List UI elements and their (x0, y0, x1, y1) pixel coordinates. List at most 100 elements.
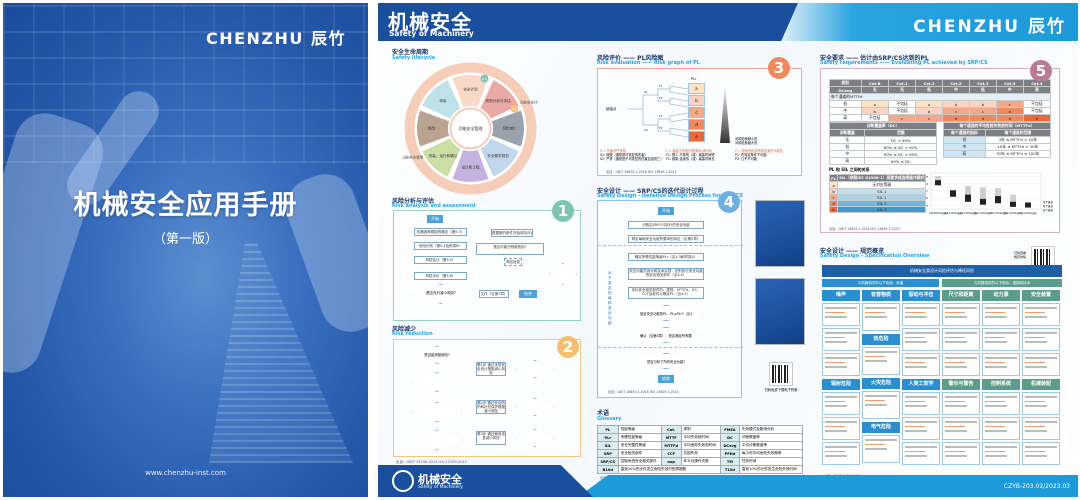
pl-bar (965, 185, 971, 202)
table-row: 低 a 不包括 a b b c 不包括 (829, 100, 1052, 108)
mttf-table: 每个通道的平均危险失效前时间（MTTFd） 每个通道的指标 每个通道的范围低 3年 ≤… (943, 122, 1052, 158)
decision-node (412, 346, 462, 364)
inside-spread: 机械安全 Safety of Machinery CHENZHU 辰竹 安全生命… (378, 3, 1078, 497)
decision-node (412, 402, 462, 422)
spec-category-header: 噪声 (822, 290, 860, 301)
glossary-row: SIL 安全完整性等级 MTTFd 平均危险失效前时间 DCavg 平均诊断覆盖率 (597, 441, 804, 450)
table-cell: d (968, 114, 997, 122)
iterative-subtitle: Safety Design - Iterative Design Process… (597, 193, 743, 199)
cover-page: CHENZHU 辰竹 机械安全应用手册 （第一版） www.chenzhu-in… (3, 3, 368, 497)
section-badge: 2 (557, 336, 579, 358)
glossary-definition: 安全完整性等级 (617, 441, 662, 450)
flow-note: 是否可能识别新危险? (476, 243, 544, 255)
spec-standard-card (942, 353, 980, 376)
x-tick-label: Cat.2 DCavg低 (959, 211, 977, 215)
table-cell: 低 (968, 86, 997, 94)
table-cell: 中 (829, 107, 862, 115)
graph-branch (669, 118, 689, 123)
glossary-term: PLr (597, 433, 619, 442)
glossary-term: CCF (660, 449, 682, 458)
spec-standard-card (982, 442, 1020, 465)
lifecycle-segment-label: 停用 (439, 98, 447, 103)
spec-standard-card (982, 392, 1020, 415)
legend-entry: 每个通道的MTTFd=低 (1043, 200, 1053, 204)
flow-note: 根据新的条件开始风险评价 (491, 229, 533, 237)
spec-standard-card (982, 417, 1020, 440)
spec-category-header: 人类工效学 (902, 379, 940, 390)
glossary-definition: 共因失效 (680, 449, 721, 458)
lifecycle-title: 安全生命周期 (392, 49, 429, 56)
legend-line: P2: 几乎不可能 (735, 157, 757, 161)
table-cell: 类别 (829, 79, 862, 87)
decision-label: 是否能消除危险? (424, 353, 450, 357)
lifecycle-segment-label: 风险分析与评估 (485, 98, 511, 103)
legend-line: S2: 严重（通常是不可恢复的伤害包括死亡） (600, 157, 664, 161)
risk-reduction-title: 风险减少 (392, 326, 417, 333)
glossary-term: MTTF (660, 433, 682, 442)
spec-standard-card (942, 417, 980, 440)
table-cell: c (968, 107, 997, 115)
table-row: 高 30年 ≤ MTTFd ≤ 100年 (943, 150, 1052, 158)
cover-edition: （第一版） (152, 232, 218, 247)
decision-node (628, 305, 704, 321)
table-row: e SIL 3 (828, 206, 927, 213)
spec-standard-card (822, 442, 860, 465)
source-note: 出自：GB/T 16855.1-2018 ISO 13849-1:2015 (608, 390, 679, 394)
lifecycle-segment (451, 148, 490, 184)
table-row: 高不包括 c c d d d e (829, 114, 1052, 122)
glossary-definition: 类别 (680, 425, 721, 434)
start-node: 开始 (427, 215, 443, 223)
lifecycle-segment-label: 风险减少 (502, 126, 517, 131)
table-cell: d (942, 114, 970, 122)
spec-standard-card (942, 442, 980, 465)
glossary-row: SRP 安全相关部件 CCF 共因失效 PFHd 每小时平均危险失效概率 (597, 449, 804, 458)
spec-standard-card (822, 392, 860, 415)
glossary-definition: 每小时平均危险失效概率 (738, 449, 804, 458)
cover-url[interactable]: www.chenzhu-inst.com (145, 469, 226, 477)
glossary-term: B10d (597, 465, 619, 474)
legend-entry: 每个通道的MTTFd=高 (1043, 208, 1053, 212)
legend-p: P = 避免危险或限制伤害的可能性 P1: 在特定条件下可能 P2: 几乎不可能 (735, 149, 783, 161)
spec-category-header: 火灾危险 (862, 378, 900, 389)
table-cell: 低 (829, 100, 862, 108)
table-cell: 高 (1022, 86, 1052, 94)
lifecycle-segment-label: 安装、运行和确认 (429, 153, 458, 158)
footer-logo-text: 机械安全 (418, 473, 462, 486)
table-cell: 90% ≤ DC < 99% (864, 150, 937, 158)
brochure-image[interactable] (755, 200, 805, 267)
glossary-definition: 安全相关部件 (617, 449, 662, 458)
glossary-term: TM (719, 457, 740, 466)
risk-high-label: 对风险贡献大的 (735, 141, 758, 145)
glossary-term: SRP/CS (597, 457, 619, 466)
table-header-row: 每个通道的指标 每个通道的范围 (943, 129, 1052, 137)
flow-step: 识别由SRP/CS执行的安全功能 (628, 221, 704, 229)
lifecycle-diagram: 安全计划风险分析与评估风险减少安全要求规范设计和工程安装、运行和确认修改停用功能… (403, 62, 538, 195)
brochure-image[interactable] (755, 278, 805, 345)
header-band-left (378, 3, 798, 41)
table-cell: Cat.B (860, 79, 889, 87)
y-tick-label: e (926, 175, 928, 179)
risk-graph-subtitle: Risk evaluation —— Risk graph of PL (597, 60, 700, 66)
loop-label: 对于选定的每种安全功能 (608, 271, 612, 325)
section-badge: 5 (1030, 60, 1052, 82)
pl-sil-table: PL SIL（参照IEC 61508-1）高要求或连续操作模式 a 无对应等级 b SIL… (828, 174, 927, 213)
flow-step: 规定每种安全功能所要求的特征（见第5章） (628, 235, 704, 243)
pl-bar (980, 198, 986, 205)
table-cell: DCavg (829, 86, 862, 94)
qr-code[interactable] (769, 362, 793, 386)
decision-node (516, 429, 554, 447)
decision-node (549, 263, 577, 285)
graph-branch (669, 103, 689, 108)
table-cell: 范围 (864, 129, 937, 137)
table-cell: 30年 ≤ MTTFd ≤ 100年 (984, 150, 1052, 158)
step-marker (480, 74, 489, 83)
iterative-title: 安全设计 —— SRP/CS的迭代设计过程 (597, 188, 704, 195)
table-cell: 中 (828, 150, 866, 158)
spec-standard-card (942, 392, 980, 415)
lifecycle-segment (415, 109, 451, 148)
table-cell: 99% ≤ DC (864, 157, 937, 165)
spec-category-header: 安全装置 (1022, 290, 1060, 301)
spec-standard-card (1022, 392, 1060, 415)
glossary-definition: 年平均操作次数 (680, 457, 721, 466)
